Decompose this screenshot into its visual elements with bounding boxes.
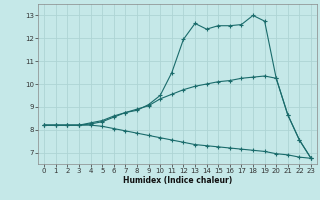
X-axis label: Humidex (Indice chaleur): Humidex (Indice chaleur) bbox=[123, 176, 232, 185]
